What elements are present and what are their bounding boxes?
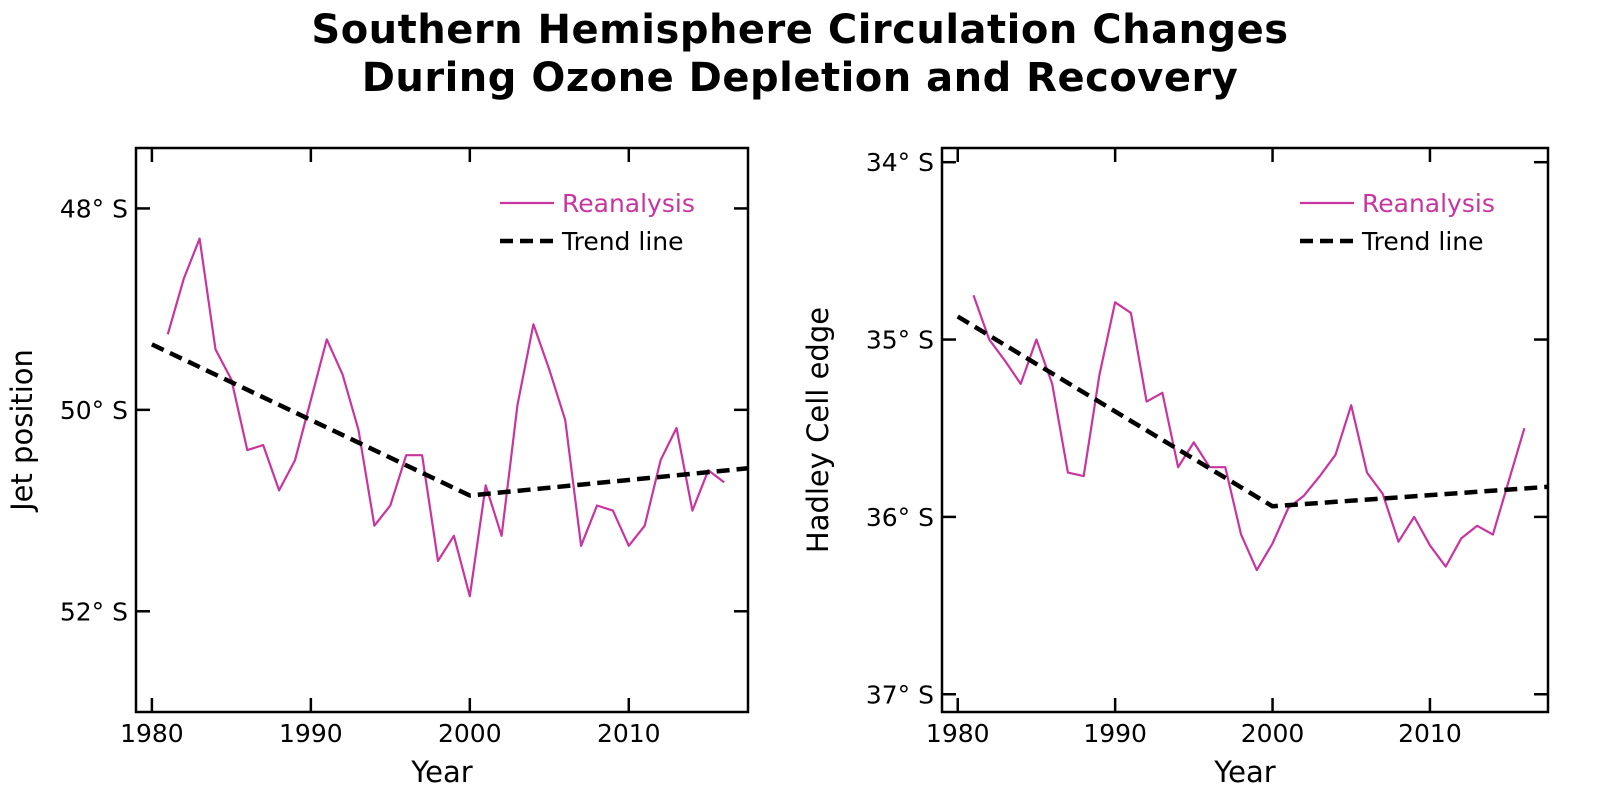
y-tick-label: 50° S: [60, 396, 128, 425]
legend-trend-label: Trend line: [561, 227, 683, 256]
legend-reanalysis-label: Reanalysis: [1362, 189, 1495, 218]
x-axis-title: Year: [1213, 755, 1275, 789]
x-tick-label: 2010: [597, 719, 661, 748]
x-axis-title: Year: [410, 755, 472, 789]
y-tick-label: 34° S: [866, 148, 934, 177]
trend-line-series: [956, 314, 1549, 509]
x-tick-label: 2010: [1398, 719, 1462, 748]
chart-title-line-2: During Ozone Depletion and Recovery: [361, 55, 1239, 101]
trend-line-series: [150, 342, 749, 498]
y-axis-title: Hadley Cell edge: [801, 307, 835, 553]
reanalysis-series: [972, 294, 1526, 572]
legend-trend-label: Trend line: [1361, 227, 1483, 256]
x-tick-label: 1990: [1083, 719, 1147, 748]
y-tick-label: 52° S: [60, 597, 128, 626]
plot-frame: [940, 146, 1550, 714]
y-tick-label: 36° S: [866, 503, 934, 532]
y-tick-label: 48° S: [60, 194, 128, 223]
chart-title-line-1: Southern Hemisphere Circulation Changes: [311, 7, 1289, 53]
x-tick-label: 1980: [120, 719, 184, 748]
x-tick-label: 1980: [926, 719, 990, 748]
y-axis-title: Jet position: [5, 349, 39, 513]
reanalysis-series: [166, 237, 725, 598]
legend-reanalysis-label: Reanalysis: [562, 189, 695, 218]
chart-title: Southern Hemisphere Circulation Changes …: [0, 6, 1600, 102]
y-tick-label: 35° S: [866, 326, 934, 355]
x-tick-label: 2000: [438, 719, 502, 748]
x-tick-label: 1990: [279, 719, 343, 748]
plot-frame: [134, 146, 750, 714]
y-tick-label: 37° S: [866, 680, 934, 709]
x-tick-label: 2000: [1241, 719, 1305, 748]
